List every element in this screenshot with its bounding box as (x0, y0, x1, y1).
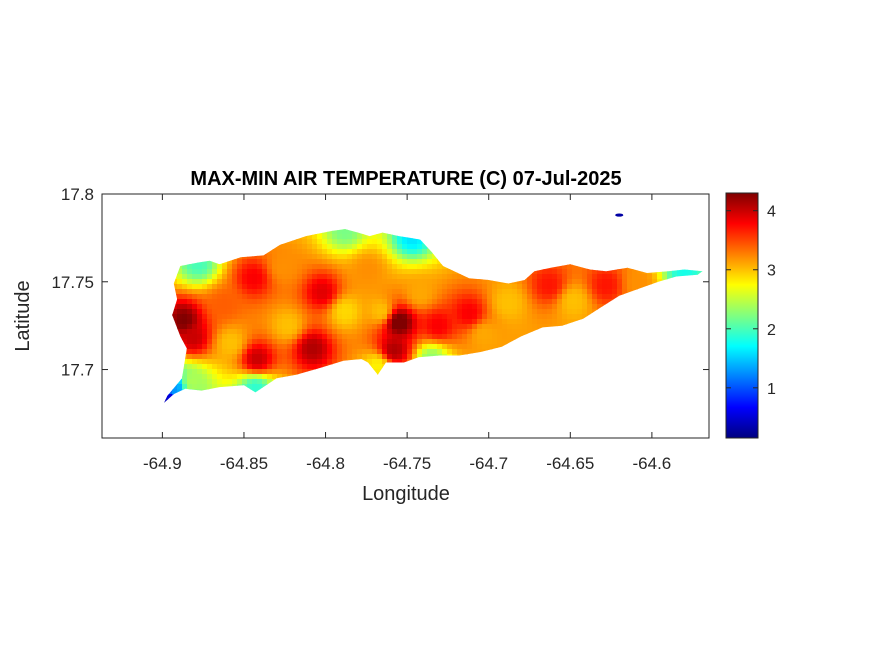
x-tick-label: -64.9 (143, 454, 182, 473)
islet-mark (615, 213, 624, 217)
x-tick-label: -64.8 (306, 454, 345, 473)
colorbar-tick-label: 4 (767, 204, 776, 221)
y-tick-label: 17.8 (61, 185, 94, 204)
map-axes: -64.9 -64.85 -64.8 -64.75 -64.7 -64.65 -64.6 1… (51, 185, 710, 473)
y-axis-label: Latitude (12, 280, 34, 351)
x-tick-label: -64.65 (546, 454, 594, 473)
colorbar-tick-label: 1 (767, 381, 776, 398)
x-tick-label: -64.85 (220, 454, 268, 473)
x-axis-label: Longitude (362, 483, 450, 505)
x-tick-label: -64.6 (633, 454, 672, 473)
colorbar: 1 2 3 4 (725, 192, 776, 439)
colorbar-gradient (726, 193, 758, 438)
x-tick-label: -64.75 (383, 454, 431, 473)
y-axis: 17.7 17.75 17.8 (51, 185, 709, 380)
x-tick-label: -64.7 (469, 454, 508, 473)
islet-layer (615, 213, 624, 217)
y-tick-label: 17.75 (51, 273, 94, 292)
colorbar-tick-label: 2 (767, 322, 776, 339)
y-tick-label: 17.7 (61, 361, 94, 380)
x-axis: -64.9 -64.85 -64.8 -64.75 -64.7 -64.65 -64.6 (143, 194, 671, 473)
chart-title: MAX-MIN AIR TEMPERATURE (C) 07-Jul-2025 (190, 168, 621, 190)
colorbar-frame (725, 192, 759, 439)
plot-frame (101, 193, 710, 439)
colorbar-tick-label: 3 (767, 263, 776, 280)
colorbar-ticks: 1 2 3 4 (726, 204, 776, 398)
